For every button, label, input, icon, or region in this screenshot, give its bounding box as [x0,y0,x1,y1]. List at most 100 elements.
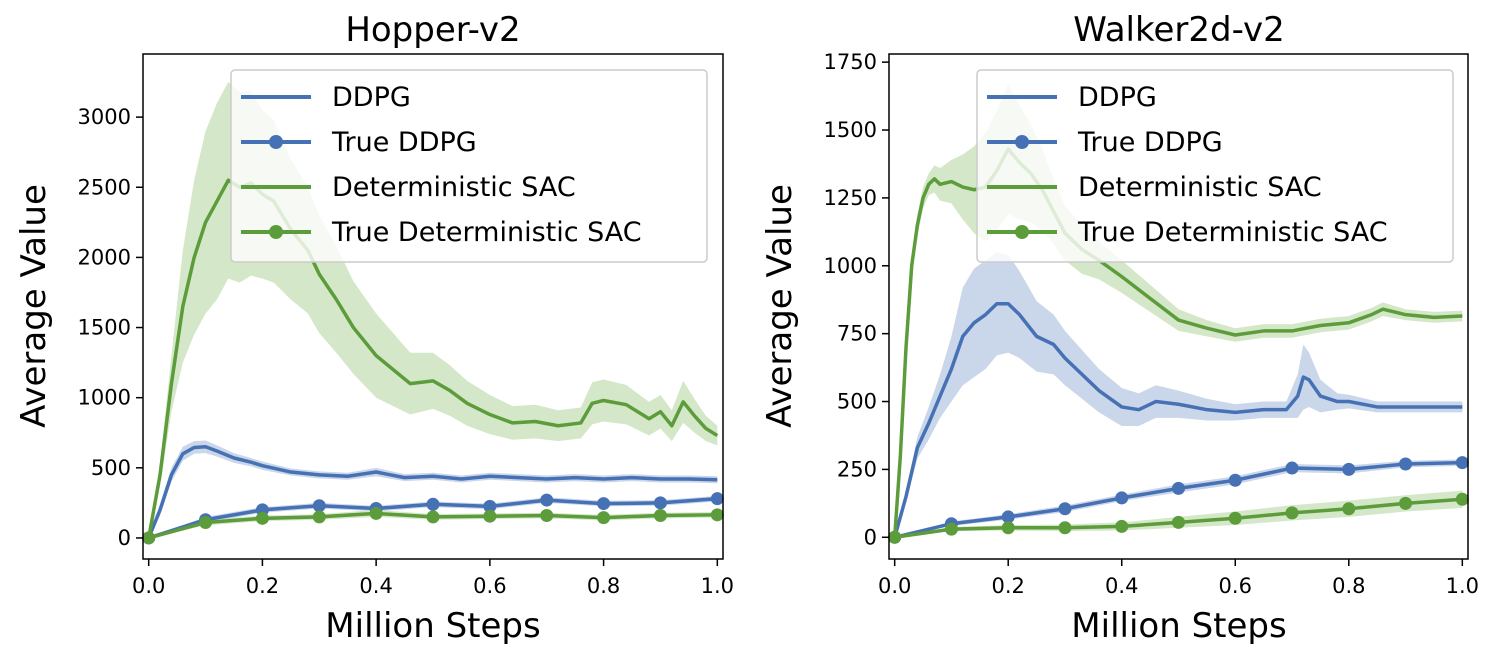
walker-point-true-deterministic-sac [1115,519,1129,533]
hopper-axes-frame [142,53,724,560]
walker-y-tick-label: 500 [837,390,877,414]
hopper-point-true-ddpg [426,497,440,511]
walker-y-axis-label: Average Value [760,184,800,428]
walker-point-true-deterministic-sac [1455,492,1469,506]
hopper-x-tick-label: 0.0 [132,574,165,598]
legend-marker-true-deterministic-sac [269,225,283,239]
walker-band-true-deterministic-sac [894,490,1463,538]
walker-line-ddpg [892,302,1463,538]
walker-panel: Walker2d-v2 0 250 500 750 1000 1250 1500 1750 0… [760,10,1479,646]
walker-point-true-ddpg [1285,461,1299,475]
walker-point-true-ddpg [1228,473,1242,487]
walker-y-tick-label: 1250 [824,186,877,210]
walker-x-tick-label: 0.4 [1105,574,1138,598]
walker-point-true-deterministic-sac [1172,515,1185,529]
hopper-point-true-deterministic-sac [426,510,440,524]
legend-label-deterministic-sac: Deterministic SAC [1078,172,1322,203]
hopper-point-true-deterministic-sac [255,511,269,525]
hopper-x-axis-label: Million Steps [325,606,540,646]
hopper-y-tick-label: 2500 [78,175,131,199]
legend-label-true-deterministic-sac: True Deterministic SAC [1077,217,1388,248]
legend-marker-true-ddpg [269,135,283,149]
legend-entry-deterministic-sac: Deterministic SAC [987,172,1322,203]
walker-y-tick-label: 1500 [824,118,877,142]
hopper-point-true-deterministic-sac [597,511,611,525]
hopper-y-tick-label: 1500 [78,316,131,340]
hopper-legend-box [230,69,708,263]
walker-point-true-ddpg [1001,510,1015,524]
legend-label-ddpg: DDPG [332,82,411,113]
walker-point-true-ddpg [1058,502,1072,516]
walker-point-true-deterministic-sac [1001,521,1015,535]
walker-x-axis-label: Million Steps [1071,606,1286,646]
walker-point-true-deterministic-sac [1399,496,1413,510]
hopper-point-true-ddpg [653,496,667,510]
walker-axes-frame [888,53,1469,560]
hopper-point-true-deterministic-sac [142,531,156,545]
legend-entry-true-deterministic-sac: True Deterministic SAC [241,217,642,248]
hopper-point-true-deterministic-sac [540,509,554,523]
legend-label-true-ddpg: True DDPG [331,127,477,158]
hopper-point-true-deterministic-sac [312,510,326,524]
walker-point-true-deterministic-sac [944,522,958,536]
hopper-y-tick-label: 3000 [78,105,131,129]
walker-point-true-ddpg [1115,491,1129,505]
legend-entry-true-deterministic-sac: True Deterministic SAC [987,217,1388,248]
hopper-point-true-deterministic-sac [710,508,724,522]
hopper-x-tick-label: 0.8 [587,574,620,598]
walker-y-tick-label: 1000 [824,254,877,278]
walker-point-true-ddpg [1172,481,1185,495]
walker-legend-box [976,69,1454,263]
walker-y-tick-label: 250 [837,457,877,481]
walker-band-ddpg [894,252,1463,538]
walker-point-true-ddpg [1342,462,1356,476]
hopper-point-true-deterministic-sac [483,509,497,523]
hopper-line-deterministic-sac [146,178,719,539]
hopper-band-ddpg [148,440,718,538]
walker-x-ticks: 0.0 0.2 0.4 0.6 0.8 1.0 [878,559,1479,598]
hopper-point-true-ddpg [483,499,497,513]
legend-entry-ddpg: DDPG [987,82,1157,113]
walker-point-true-deterministic-sac [1342,502,1356,516]
legend-label-true-ddpg: True DDPG [1077,127,1223,158]
hopper-line-ddpg [147,445,718,539]
walker-legend: DDPG True DDPG Deterministic SAC True De… [976,69,1454,263]
hopper-x-tick-label: 0.2 [246,574,279,598]
legend-entry-deterministic-sac: Deterministic SAC [241,172,576,203]
legend-label-ddpg: DDPG [1078,82,1157,113]
hopper-y-tick-label: 0 [118,526,131,550]
walker-y-ticks: 0 250 500 750 1000 1250 1500 1750 [824,50,889,549]
hopper-x-tick-label: 0.4 [359,574,392,598]
hopper-y-tick-label: 1000 [78,386,131,410]
walker-y-tick-label: 0 [864,525,877,549]
hopper-point-true-deterministic-sac [199,516,213,530]
hopper-x-ticks: 0.0 0.2 0.4 0.6 0.8 1.0 [132,559,734,598]
legend-label-deterministic-sac: Deterministic SAC [332,172,576,203]
walker-x-tick-label: 0.2 [992,574,1025,598]
legend-entry-ddpg: DDPG [241,82,411,113]
walker-point-true-deterministic-sac [888,530,902,544]
hopper-point-true-ddpg [597,497,611,511]
legend-marker-true-deterministic-sac [1015,225,1029,239]
hopper-y-tick-label: 2000 [78,245,131,269]
walker-point-true-deterministic-sac [1228,511,1242,525]
walker-y-tick-label: 750 [837,322,877,346]
walker-x-tick-label: 1.0 [1446,574,1479,598]
walker-point-true-ddpg [1455,456,1469,470]
legend-label-true-deterministic-sac: True Deterministic SAC [331,217,642,248]
walker-y-tick-label: 1750 [824,50,877,74]
legend-entry-true-ddpg: True DDPG [987,127,1223,158]
walker-point-true-deterministic-sac [1285,506,1299,520]
legend-marker-true-ddpg [1015,135,1029,149]
hopper-legend: DDPG True DDPG Deterministic SAC True De… [230,69,708,263]
hopper-point-true-ddpg [312,499,326,513]
walker-point-true-deterministic-sac [1058,521,1072,535]
walker-title: Walker2d-v2 [1073,10,1284,50]
walker-x-tick-label: 0.6 [1219,574,1252,598]
hopper-point-true-deterministic-sac [653,509,667,523]
walker-point-true-ddpg [1399,457,1413,471]
hopper-point-true-ddpg [710,492,724,506]
hopper-point-true-deterministic-sac [369,506,383,520]
